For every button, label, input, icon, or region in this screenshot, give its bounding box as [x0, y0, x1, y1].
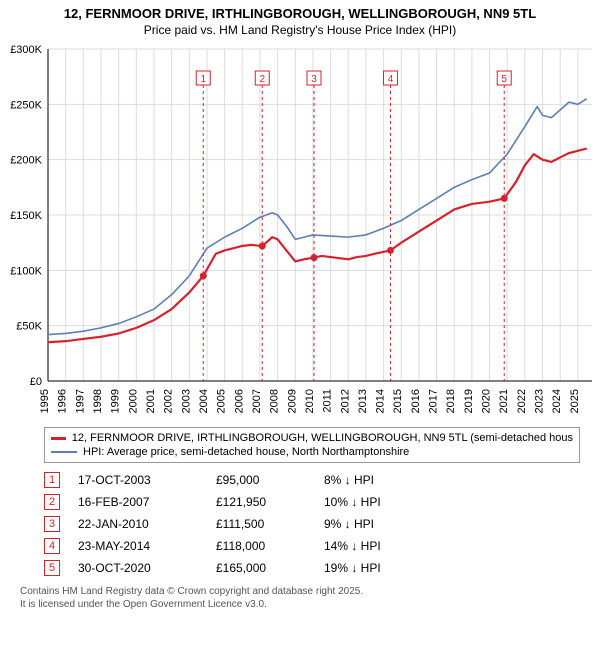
legend: 12, FERNMOOR DRIVE, IRTHLINGBOROUGH, WEL… — [44, 427, 580, 463]
svg-text:2022: 2022 — [516, 389, 528, 413]
table-row: 4 23-MAY-2014 £118,000 14% ↓ HPI — [44, 535, 580, 557]
svg-text:2012: 2012 — [339, 389, 351, 413]
svg-text:£250K: £250K — [10, 99, 42, 111]
svg-text:2006: 2006 — [233, 389, 245, 413]
legend-row-red: 12, FERNMOOR DRIVE, IRTHLINGBOROUGH, WEL… — [51, 431, 573, 445]
legend-label-blue: HPI: Average price, semi-detached house,… — [83, 446, 409, 458]
table-row: 1 17-OCT-2003 £95,000 8% ↓ HPI — [44, 469, 580, 491]
legend-swatch-blue — [51, 451, 77, 453]
svg-text:1999: 1999 — [110, 389, 122, 413]
svg-text:2019: 2019 — [463, 389, 475, 413]
svg-text:£300K: £300K — [10, 44, 42, 56]
svg-text:1998: 1998 — [92, 389, 104, 413]
svg-text:2011: 2011 — [322, 389, 334, 413]
svg-text:2004: 2004 — [198, 389, 210, 413]
sale-marker: 5 — [44, 560, 60, 576]
footer-line2: It is licensed under the Open Government… — [20, 598, 580, 611]
sale-price: £118,000 — [216, 539, 306, 553]
footer: Contains HM Land Registry data © Crown c… — [20, 585, 580, 611]
svg-text:2008: 2008 — [269, 389, 281, 413]
sale-price: £165,000 — [216, 561, 306, 575]
legend-label-red: 12, FERNMOOR DRIVE, IRTHLINGBOROUGH, WEL… — [72, 432, 573, 444]
svg-text:1: 1 — [200, 74, 206, 85]
svg-text:2014: 2014 — [375, 389, 387, 413]
svg-text:4: 4 — [388, 74, 394, 85]
svg-text:2005: 2005 — [216, 389, 228, 413]
svg-text:3: 3 — [311, 74, 317, 85]
sale-price: £95,000 — [216, 473, 306, 487]
svg-text:2: 2 — [259, 74, 265, 85]
line-chart: £0 £50K £100K £150K £200K £250K £300K 1995 1996 1… — [0, 41, 600, 421]
svg-text:2021: 2021 — [498, 389, 510, 413]
sale-date: 17-OCT-2003 — [78, 473, 198, 487]
table-row: 2 16-FEB-2007 £121,950 10% ↓ HPI — [44, 491, 580, 513]
svg-text:2018: 2018 — [445, 389, 457, 413]
svg-text:£50K: £50K — [16, 321, 42, 333]
svg-text:2010: 2010 — [304, 389, 316, 413]
legend-swatch-red — [51, 437, 66, 440]
svg-text:2025: 2025 — [569, 389, 581, 413]
sale-pct: 19% ↓ HPI — [324, 561, 444, 575]
sale-date: 23-MAY-2014 — [78, 539, 198, 553]
svg-text:1997: 1997 — [74, 389, 86, 413]
svg-text:£100K: £100K — [10, 265, 42, 277]
footer-line1: Contains HM Land Registry data © Crown c… — [20, 585, 580, 598]
svg-text:2015: 2015 — [392, 389, 404, 413]
svg-text:2023: 2023 — [534, 389, 546, 413]
sale-pct: 9% ↓ HPI — [324, 517, 444, 531]
svg-text:1995: 1995 — [39, 389, 51, 413]
sale-marker: 4 — [44, 538, 60, 554]
chart-title-line2: Price paid vs. HM Land Registry's House … — [0, 23, 600, 41]
sale-date: 16-FEB-2007 — [78, 495, 198, 509]
svg-text:2013: 2013 — [357, 389, 369, 413]
table-row: 5 30-OCT-2020 £165,000 19% ↓ HPI — [44, 557, 580, 579]
svg-text:5: 5 — [501, 74, 507, 85]
svg-text:2003: 2003 — [180, 389, 192, 413]
sale-marker: 3 — [44, 516, 60, 532]
svg-text:2000: 2000 — [127, 389, 139, 413]
svg-text:£0: £0 — [30, 376, 42, 388]
sale-date: 30-OCT-2020 — [78, 561, 198, 575]
sale-marker: 1 — [44, 472, 60, 488]
sale-price: £111,500 — [216, 517, 306, 531]
svg-text:2007: 2007 — [251, 389, 263, 413]
svg-text:2009: 2009 — [286, 389, 298, 413]
sale-pct: 14% ↓ HPI — [324, 539, 444, 553]
svg-text:1996: 1996 — [57, 389, 69, 413]
sale-date: 22-JAN-2010 — [78, 517, 198, 531]
sale-price: £121,950 — [216, 495, 306, 509]
svg-text:2020: 2020 — [481, 389, 493, 413]
svg-text:2024: 2024 — [551, 389, 563, 413]
svg-text:£150K: £150K — [10, 210, 42, 222]
chart-title-line1: 12, FERNMOOR DRIVE, IRTHLINGBOROUGH, WEL… — [0, 0, 600, 23]
sales-table: 1 17-OCT-2003 £95,000 8% ↓ HPI 2 16-FEB-2007 £… — [44, 469, 580, 579]
table-row: 3 22-JAN-2010 £111,500 9% ↓ HPI — [44, 513, 580, 535]
chart-container: £0 £50K £100K £150K £200K £250K £300K 1995 1996 1… — [0, 41, 600, 421]
sale-pct: 10% ↓ HPI — [324, 495, 444, 509]
svg-text:2002: 2002 — [163, 389, 175, 413]
svg-text:2017: 2017 — [428, 389, 440, 413]
legend-row-blue: HPI: Average price, semi-detached house,… — [51, 445, 573, 459]
sale-pct: 8% ↓ HPI — [324, 473, 444, 487]
svg-text:2001: 2001 — [145, 389, 157, 413]
svg-text:2016: 2016 — [410, 389, 422, 413]
sale-marker: 2 — [44, 494, 60, 510]
svg-text:£200K: £200K — [10, 155, 42, 167]
